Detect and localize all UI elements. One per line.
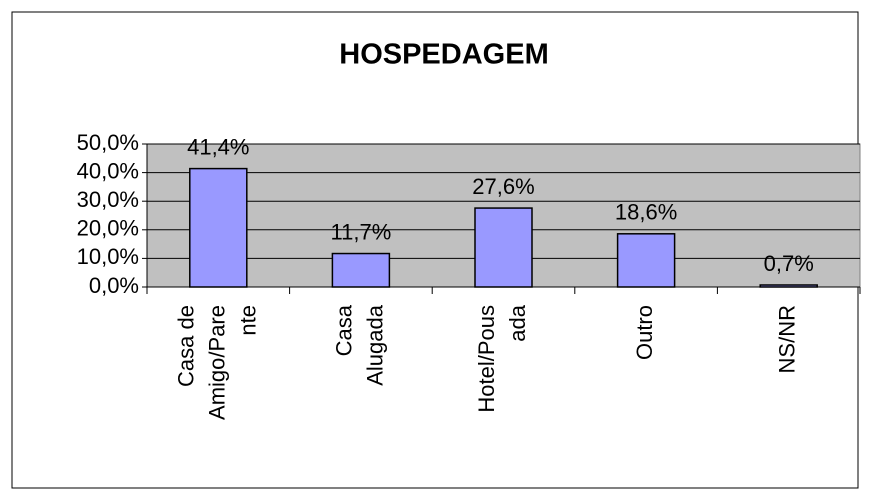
data-label: 27,6% [472, 174, 534, 199]
x-tick-label: Hotel/Pous ada [474, 304, 530, 412]
y-tick-label: 10,0% [77, 244, 139, 269]
x-tick-label: Outro [632, 305, 657, 360]
y-tick-label: 20,0% [77, 216, 139, 241]
data-label: 41,4% [187, 134, 249, 159]
bar [474, 207, 533, 288]
y-tick-label: 50,0% [77, 130, 139, 155]
data-label: 0,7% [764, 251, 814, 276]
x-tick-label-group: NS/NR [775, 305, 800, 373]
x-tick-label: NS/NR [775, 305, 800, 373]
x-tick-label-line: Alugada [362, 304, 387, 386]
bar [331, 252, 391, 288]
x-tick-label-group: Casa de Amigo/Pare nte [173, 305, 260, 420]
data-label: 11,7% [331, 219, 392, 244]
x-tick-label-group: Outro [632, 305, 657, 360]
x-tick-label-line: Casa de [173, 305, 198, 387]
bar [759, 284, 818, 288]
x-tick-label-line: ada [505, 304, 530, 341]
y-tick-label: 30,0% [77, 187, 139, 212]
x-tick-label-line: Casa [331, 304, 356, 356]
bar [616, 233, 676, 288]
y-tick-label: 0,0% [89, 273, 139, 298]
x-tick-label: Casa de Amigo/Pare nte [173, 305, 260, 420]
y-tick-label: 40,0% [77, 158, 139, 183]
bar [189, 167, 248, 288]
x-tick-label-line: nte [235, 305, 260, 336]
x-tick-label-line: Amigo/Pare [204, 305, 229, 420]
chart-title: HOSPEDAGEM [339, 39, 548, 71]
x-tick-label-group: Casa Alugada [331, 304, 387, 386]
x-tick-label: Casa Alugada [331, 304, 387, 386]
data-label: 18,6% [615, 200, 677, 225]
x-tick-label-line: Hotel/Pous [474, 305, 499, 413]
x-tick-label-group: Hotel/Pous ada [474, 304, 530, 412]
